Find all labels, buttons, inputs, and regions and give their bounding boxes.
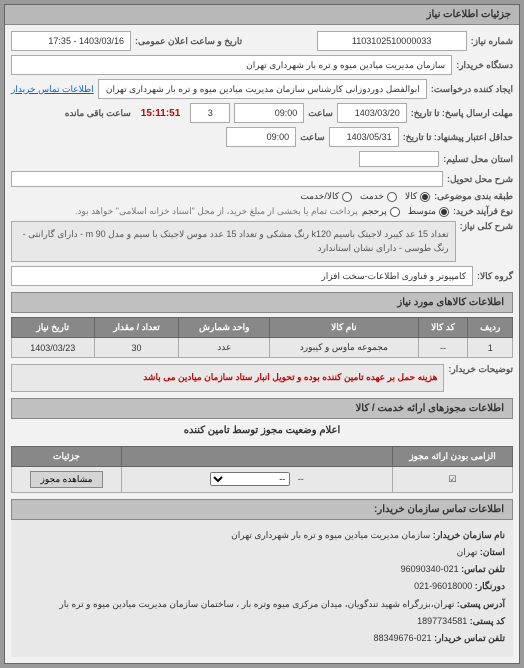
- tel-label: تلفن تماس:: [461, 564, 505, 574]
- table-cell: 1: [468, 338, 513, 358]
- permits-mid-cell: -- --: [122, 466, 393, 492]
- view-permit-button[interactable]: مشاهده مجوز: [30, 471, 104, 488]
- permits-col-mandatory: الزامی بودن ارائه مجوز: [393, 446, 513, 466]
- permits-mandatory-cell: ☑: [393, 466, 513, 492]
- addr-value: تهران،بزرگراه شهید تندگویان، میدان مرکزی…: [59, 599, 454, 609]
- delivery-label: شرح محل تحویل:: [447, 174, 513, 185]
- contact-header: اطلاعات تماس سازمان خریدار:: [11, 499, 513, 520]
- days-box: 3: [190, 103, 230, 123]
- priority-radio-kala[interactable]: کالا: [405, 191, 430, 202]
- permits-title: اعلام وضعیت مجوز توسط تامین کننده: [11, 419, 513, 442]
- prov-label: استان:: [480, 547, 505, 557]
- items-col: تاریخ نیاز: [12, 318, 95, 338]
- section-title: جزئیات اطلاعات نیاز: [5, 5, 519, 25]
- permits-col-mid: [122, 446, 393, 466]
- post-label: کد پستی:: [470, 616, 505, 626]
- prov-value: تهران: [457, 547, 478, 557]
- permits-col-details: جزئیات: [12, 446, 122, 466]
- table-cell: 30: [94, 338, 179, 358]
- items-header: اطلاعات کالاهای مورد نیاز: [11, 292, 513, 313]
- buytype-note: پرداخت تمام یا بخشی از مبلغ خرید، از محل…: [75, 206, 358, 217]
- desc-label: شرح کلی نیاز:: [460, 221, 513, 232]
- table-cell: عدد: [179, 338, 270, 358]
- contact-block: نام سازمان خریدار: سازمان مدیریت میادین …: [11, 520, 513, 657]
- post-value: 1897734581: [417, 616, 467, 626]
- permits-table: الزامی بودن ارائه مجوز جزئیات ☑ -- -- مش…: [11, 446, 513, 493]
- permits-select[interactable]: --: [210, 472, 290, 486]
- delivery-value: [11, 171, 443, 187]
- requester-label: ایجاد کننده درخواست:: [431, 84, 513, 95]
- items-col: کد کالا: [418, 318, 468, 338]
- contact-link[interactable]: اطلاعات تماس خریدار: [11, 84, 94, 95]
- table-cell: مجموعه ماوس و کیبورد: [270, 338, 418, 358]
- items-col: ردیف: [468, 318, 513, 338]
- reqnum-label: شماره نیاز:: [471, 36, 513, 47]
- buytype-label: نوع فرآیند خرید:: [453, 206, 513, 217]
- buyer-tel-value: 021-88349676: [373, 633, 431, 643]
- addr-label: آدرس پستی:: [457, 599, 505, 609]
- items-col: نام کالا: [270, 318, 418, 338]
- group-label: گروه کالا:: [477, 271, 513, 282]
- items-table: ردیفکد کالانام کالاواحد شمارشتعداد / مقد…: [11, 317, 513, 358]
- deadline-label: مهلت ارسال پاسخ: تا تاریخ:: [411, 108, 513, 119]
- time-label-1: ساعت: [308, 108, 333, 119]
- buyer-tel-label: تلفن تماس خریدار:: [434, 633, 505, 643]
- org-value: سازمان مدیریت میادین میوه و تره بار شهرد…: [231, 530, 430, 540]
- credit-time: 09:00: [226, 127, 296, 147]
- priority-group: کالا خدمت کالا/خدمت: [300, 191, 430, 202]
- items-col: تعداد / مقدار: [94, 318, 179, 338]
- countdown-timer: 15:11:51: [135, 106, 186, 121]
- province-value: [359, 151, 439, 167]
- desc-text: تعداد 15 عد کیبرد لاجیتک باسیم k120 رنگ …: [11, 221, 456, 262]
- buyer-label: دستگاه خریدار:: [456, 60, 513, 71]
- buytype-radio-large[interactable]: پرحجم: [362, 206, 400, 217]
- province-label: استان محل تسلیم:: [443, 154, 513, 165]
- buyer-note-label: توضیحات خریدار:: [448, 364, 513, 375]
- announce-label: تاریخ و ساعت اعلان عمومی:: [135, 36, 242, 47]
- group-value: کامپیوتر و فناوری اطلاعات-سخت افزار: [11, 266, 473, 286]
- buyer-value: سازمان مدیریت میادین میوه و تره بار شهرد…: [11, 55, 452, 75]
- org-label: نام سازمان خریدار:: [433, 530, 505, 540]
- priority-label: طبقه بندی موضوعی:: [434, 191, 513, 202]
- tel-value: 021-96090340: [401, 564, 459, 574]
- announce-value: 1403/03/16 - 17:35: [11, 31, 131, 51]
- table-cell: --: [418, 338, 468, 358]
- buyer-note-text: هزینه حمل بر عهده تامین کننده بوده و تحو…: [11, 364, 444, 392]
- credit-date: 1403/05/31: [329, 127, 399, 147]
- requester-value: ابوالفضل دوردوزانی کارشناس سازمان مدیریت…: [98, 79, 427, 99]
- deadline-date: 1403/03/20: [337, 103, 407, 123]
- time-label-2: ساعت: [300, 132, 325, 143]
- fax-value: 96018000-021: [414, 581, 472, 591]
- permits-row: ☑ -- -- مشاهده مجوز: [12, 466, 513, 492]
- items-col: واحد شمارش: [179, 318, 270, 338]
- credit-label: حداقل اعتبار پیشنهاد: تا تاریخ:: [403, 132, 513, 143]
- fax-label: دورنگار:: [475, 581, 505, 591]
- form-area: شماره نیاز: 1103102510000033 تاریخ و ساع…: [5, 25, 519, 663]
- reqnum-value: 1103102510000033: [317, 31, 467, 51]
- main-panel: جزئیات اطلاعات نیاز شماره نیاز: 11031025…: [4, 4, 520, 664]
- priority-radio-khedmat[interactable]: خدمت: [360, 191, 397, 202]
- deadline-time: 09:00: [234, 103, 304, 123]
- priority-radio-both[interactable]: کالا/خدمت: [300, 191, 352, 202]
- buytype-group: متوسط پرحجم: [362, 206, 449, 217]
- permits-header: اطلاعات مجوزهای ارائه خدمت / کالا: [11, 398, 513, 419]
- table-row: 1--مجموعه ماوس و کیبوردعدد301403/03/23: [12, 338, 513, 358]
- remaining-label: ساعت باقی مانده: [65, 108, 131, 119]
- buytype-radio-med[interactable]: متوسط: [408, 206, 449, 217]
- table-cell: 1403/03/23: [12, 338, 95, 358]
